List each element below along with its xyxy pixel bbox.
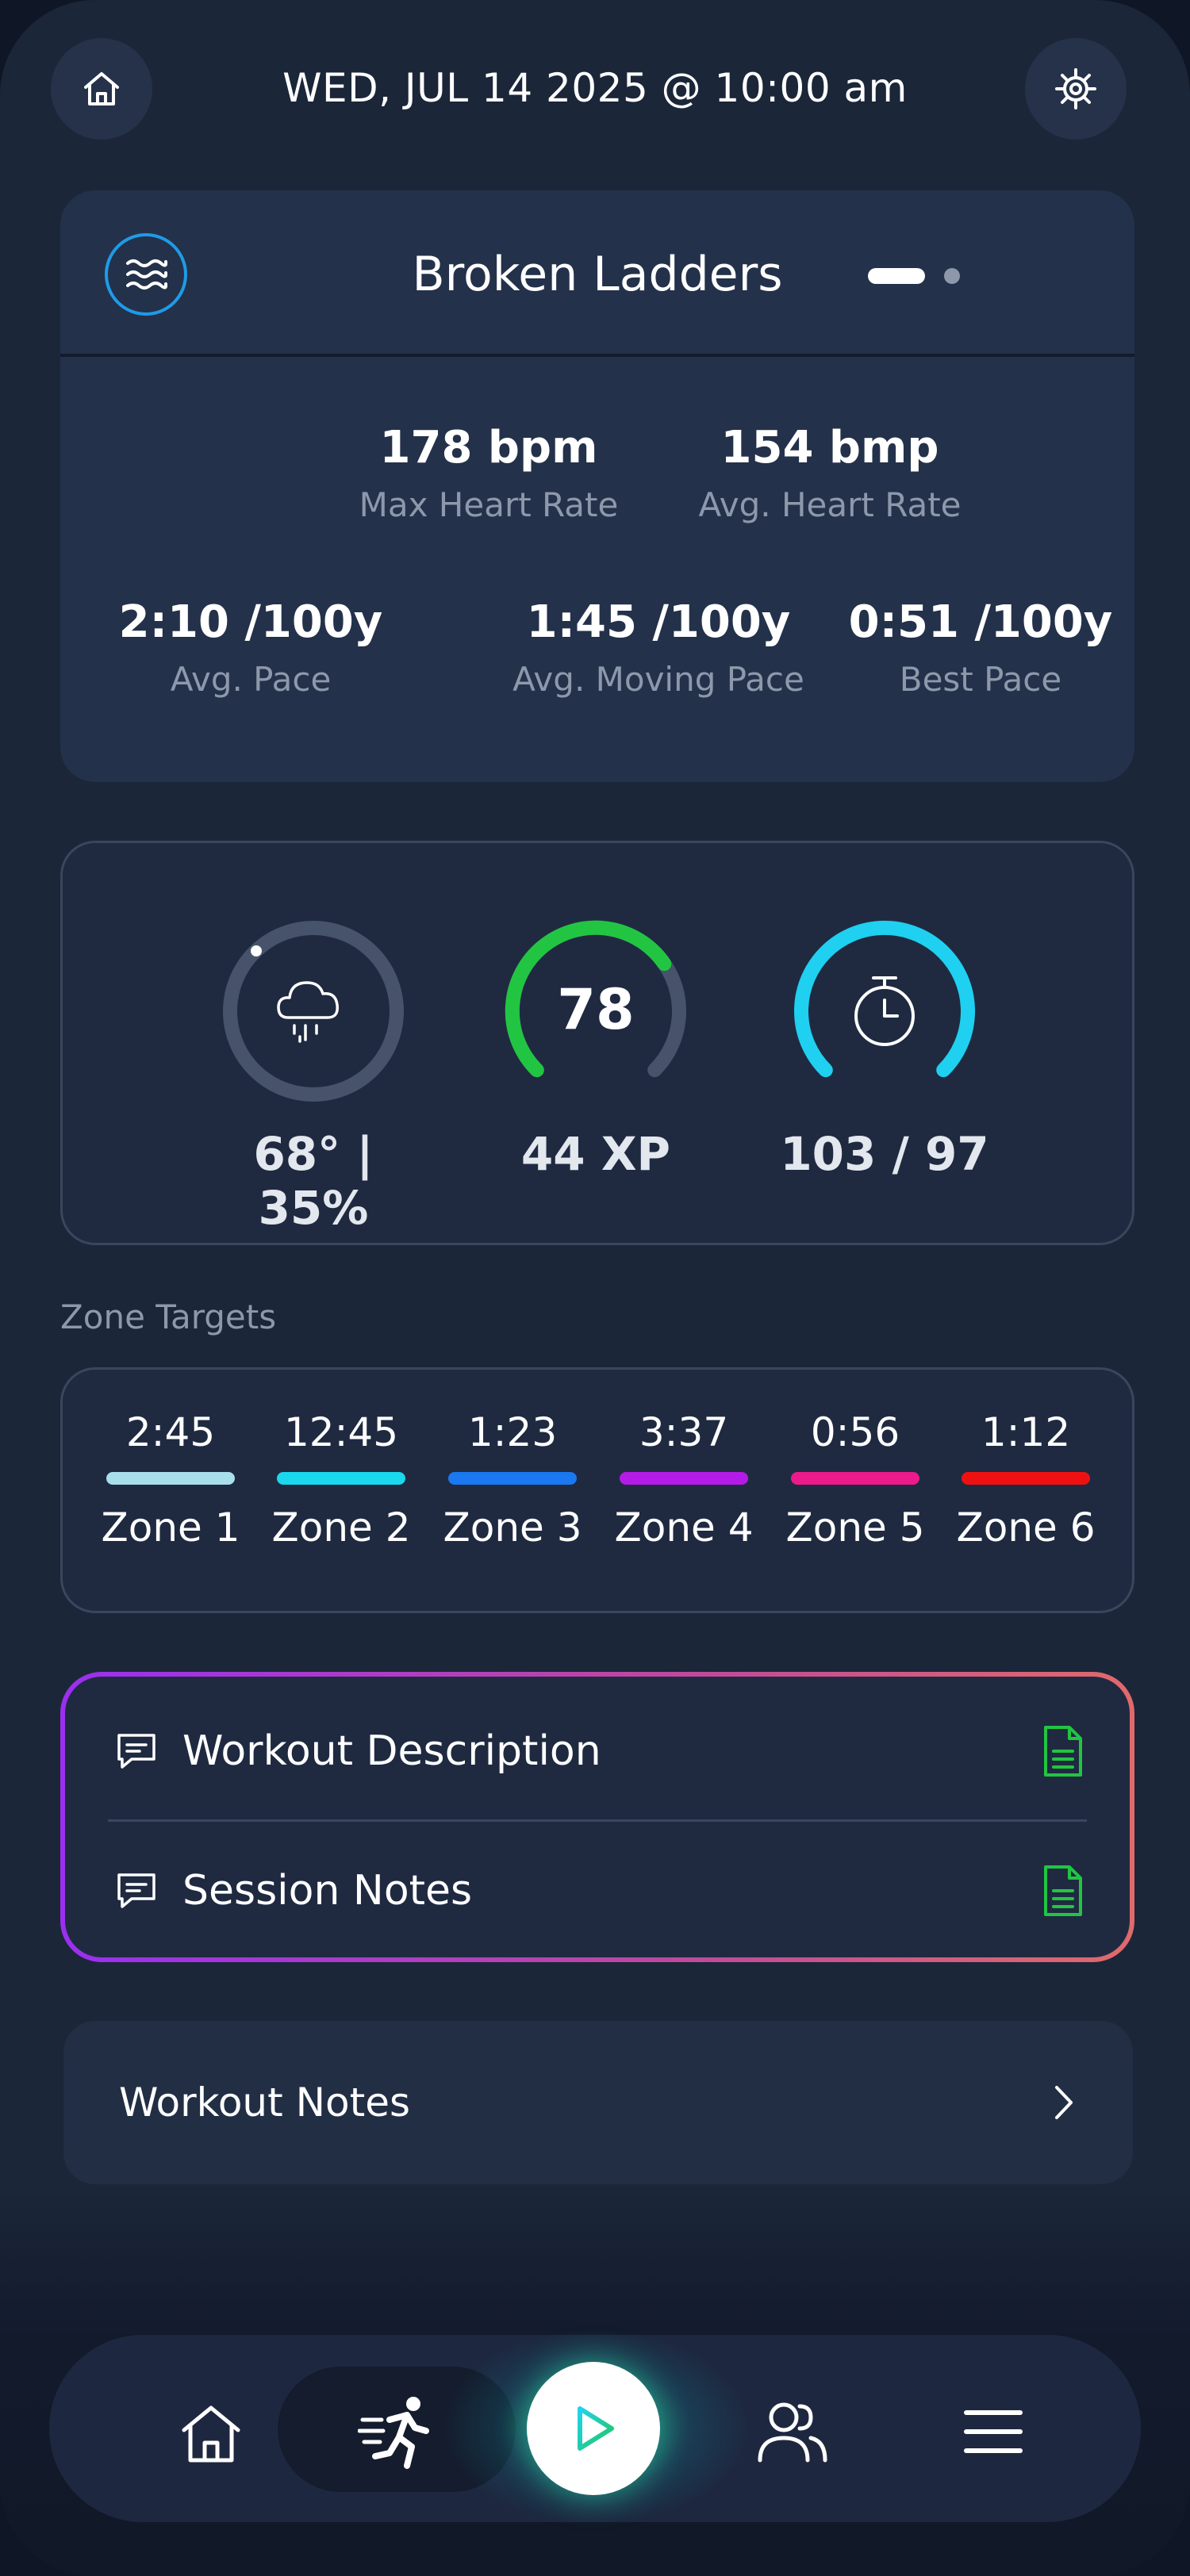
stat-avg-pace: 2:10 /100y Avg. Pace (118, 596, 383, 699)
timer-readout: 103 / 97 (780, 1127, 989, 1181)
notes-card: Workout Description Session Notes (60, 1672, 1134, 1962)
tab-home[interactable] (171, 2394, 251, 2473)
weather-gauge-marker (251, 945, 262, 956)
play-icon (578, 2406, 614, 2451)
zone-targets-heading: Zone Targets (60, 1298, 277, 1336)
session-datetime: WED, JUL 14 2025 @ 10:00 am (282, 65, 908, 111)
waves-icon (126, 259, 167, 289)
zone-2: 12:45 Zone 2 (271, 1409, 411, 1551)
tab-workouts[interactable] (354, 2389, 441, 2476)
workout-title: Broken Ladders (412, 247, 783, 302)
zone-1: 2:45 Zone 1 (101, 1409, 240, 1551)
weather-readout: 68° | 35% (253, 1127, 374, 1235)
settings-button[interactable] (1025, 38, 1127, 140)
xp-gauge-progress (505, 920, 672, 1078)
zone-targets-card (60, 1367, 1134, 1613)
page-dot[interactable] (944, 268, 960, 284)
workout-notes-row[interactable]: Workout Notes (63, 2021, 1133, 2184)
weather-gauge (223, 921, 404, 1102)
workout-description-row[interactable]: Workout Description (65, 1688, 1130, 1815)
running-icon (358, 2397, 429, 2469)
menu-icon (964, 2410, 1023, 2453)
gear-icon (1055, 68, 1096, 109)
document-icon[interactable] (1041, 1864, 1085, 1918)
xp-readout: 44 XP (520, 1127, 671, 1181)
stopwatch-icon (854, 976, 915, 1046)
home-icon (182, 2405, 240, 2463)
document-icon[interactable] (1041, 1724, 1085, 1778)
page-dot-active[interactable] (868, 268, 925, 284)
divider (60, 354, 1134, 357)
tab-community[interactable] (750, 2390, 833, 2473)
zone-6: 1:12 Zone 6 (956, 1409, 1096, 1551)
chat-icon (117, 1873, 155, 1908)
home-button[interactable] (51, 38, 152, 140)
session-notes-label: Session Notes (182, 1867, 473, 1915)
xp-gauge: 78 (505, 920, 686, 1078)
workout-type-badge (105, 233, 187, 316)
rain-cloud-icon (277, 981, 339, 1043)
home-icon (84, 72, 119, 105)
stat-max-heart-rate: 178 bpm Max Heart Rate (359, 422, 619, 524)
users-icon (758, 2402, 827, 2463)
zone-3: 1:23 Zone 3 (443, 1409, 582, 1551)
timer-gauge (794, 920, 975, 1078)
xp-gauge-value: 78 (557, 977, 634, 1042)
metrics-gauges-card: 78 68° | 35% 44 XP 103 / 97 (60, 841, 1134, 1245)
zone-5: 0:56 Zone 5 (785, 1409, 925, 1551)
workout-summary-card: Broken Ladders 178 bpm Max Heart Rate 15… (60, 190, 1134, 782)
start-workout-button[interactable] (527, 2362, 660, 2495)
chat-icon (117, 1734, 155, 1769)
stat-best-pace: 0:51 /100y Best Pace (848, 596, 1113, 699)
workout-description-label: Workout Description (182, 1727, 601, 1775)
divider (108, 1819, 1087, 1822)
zone-4: 3:37 Zone 4 (614, 1409, 754, 1551)
tab-menu[interactable] (955, 2394, 1031, 2470)
workout-notes-label: Workout Notes (119, 2080, 411, 2126)
chevron-right-icon (1055, 2086, 1073, 2119)
stat-avg-moving-pace: 1:45 /100y Avg. Moving Pace (512, 596, 804, 699)
stat-avg-heart-rate: 154 bmp Avg. Heart Rate (698, 422, 962, 524)
session-notes-row[interactable]: Session Notes (65, 1827, 1130, 1954)
